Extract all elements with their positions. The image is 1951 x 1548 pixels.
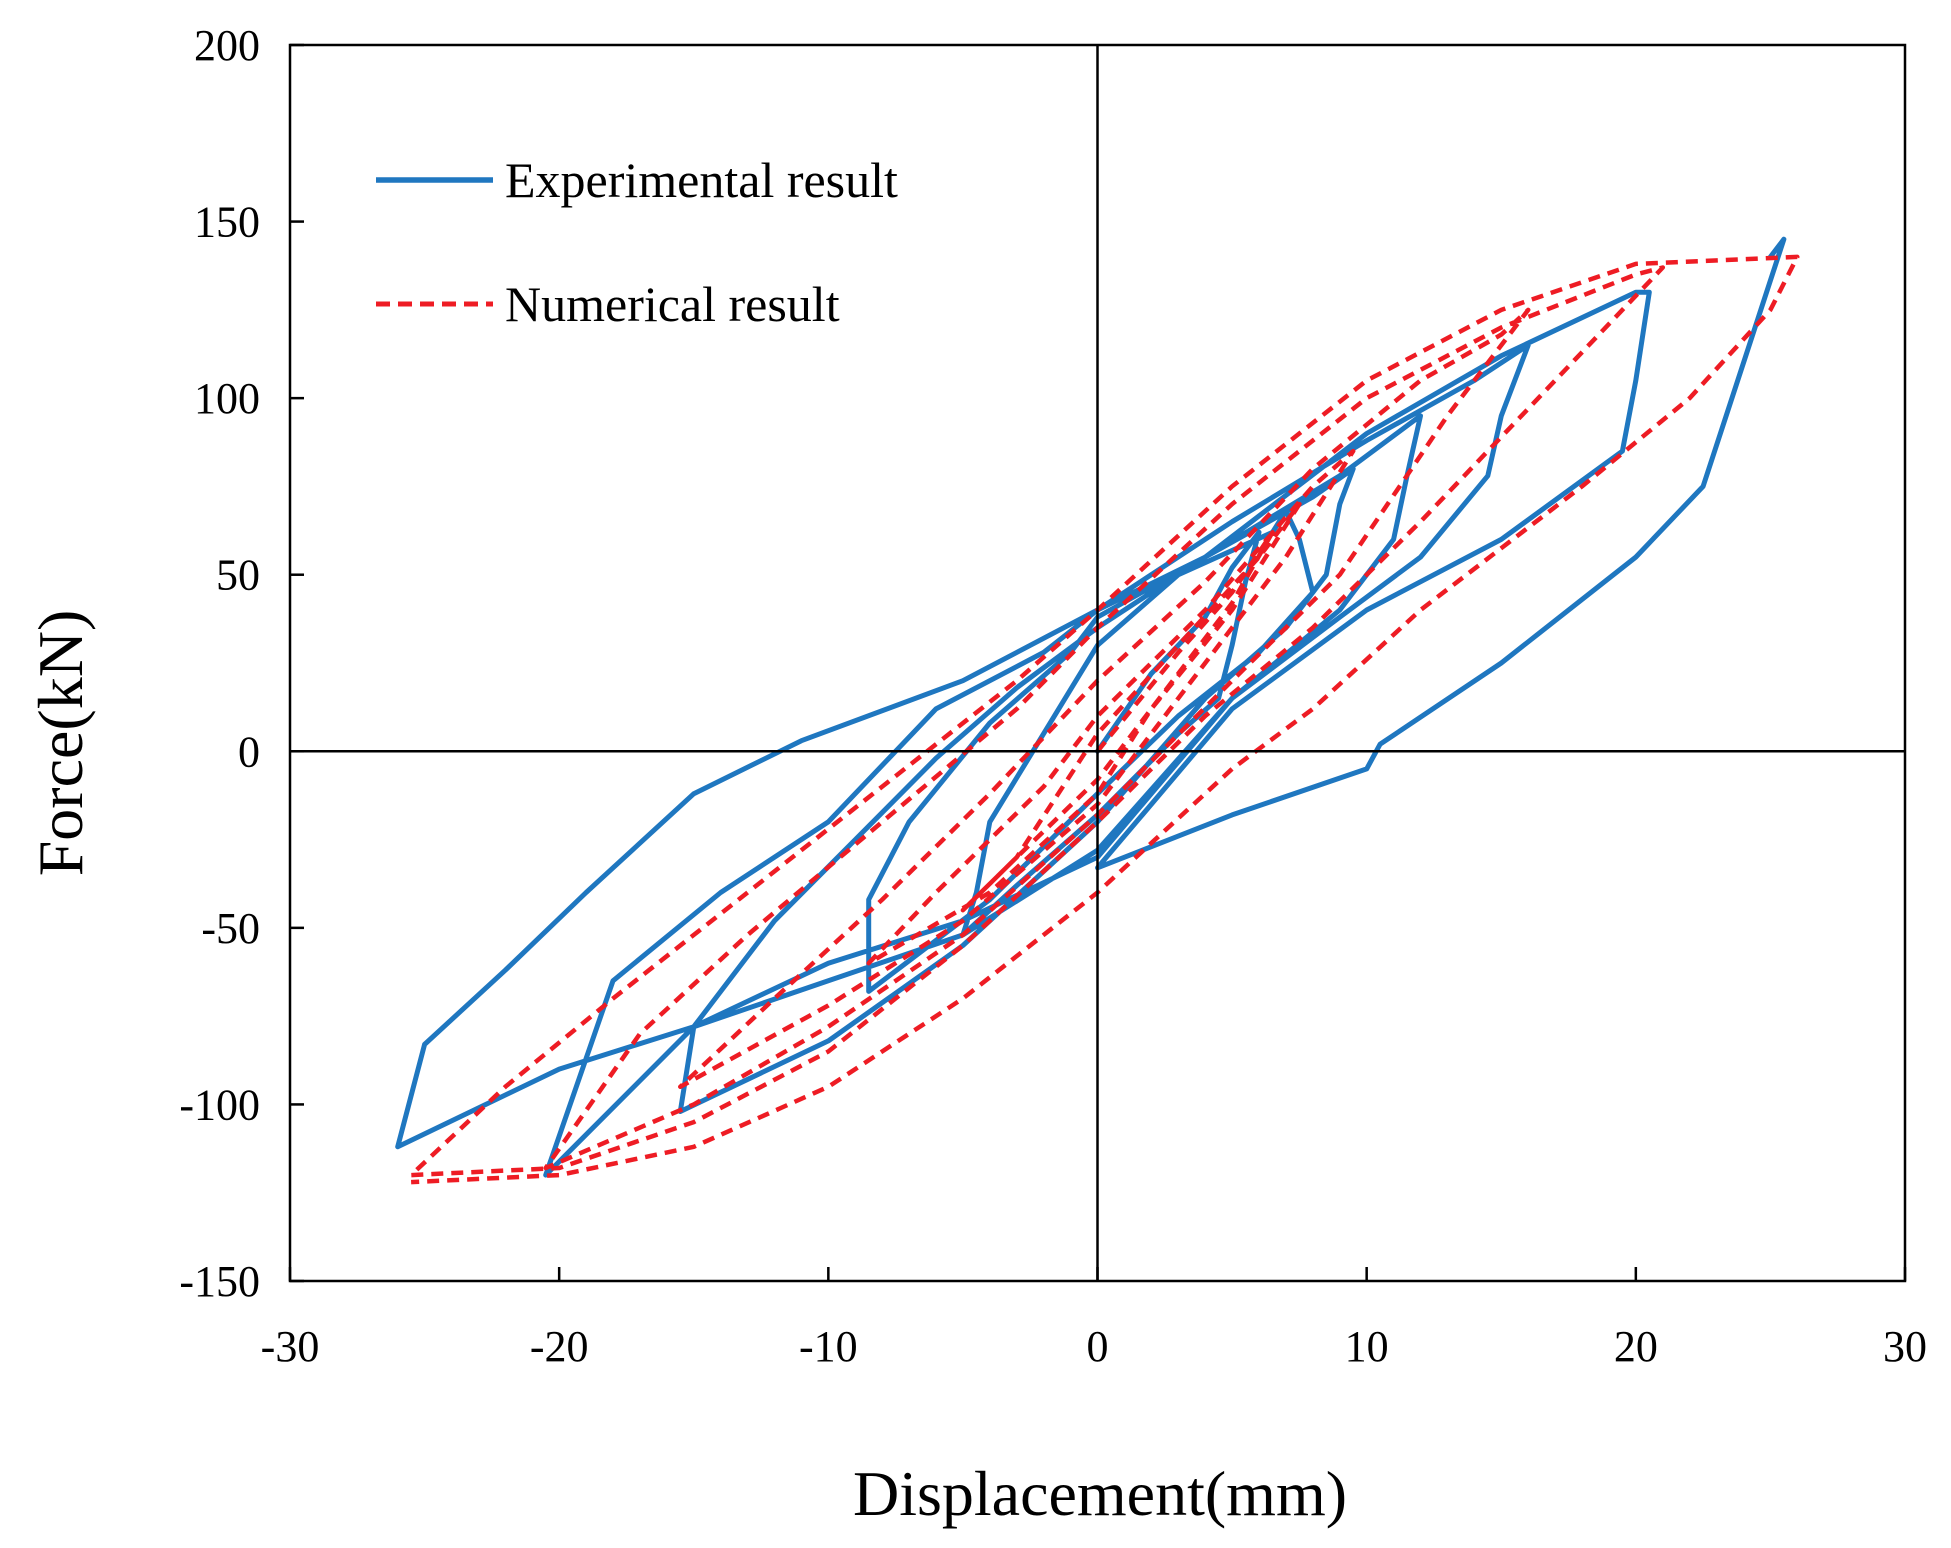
legend-label: Experimental result	[505, 152, 898, 208]
y-tick-label: 150	[194, 198, 260, 247]
x-tick-label: -30	[261, 1322, 320, 1371]
x-tick-label: 10	[1345, 1322, 1389, 1371]
x-axis-title: Displacement(mm)	[853, 1458, 1347, 1529]
series-line-numerical	[408, 254, 1800, 1185]
x-tick-label: -20	[530, 1322, 589, 1371]
y-tick-label: -100	[179, 1080, 260, 1129]
y-tick-label: 50	[216, 551, 260, 600]
series-layer	[395, 236, 1800, 1185]
y-tick-label: -150	[179, 1257, 260, 1306]
series-line-experimental	[395, 236, 1787, 1178]
legend-label: Numerical result	[505, 276, 840, 332]
y-tick-label: 100	[194, 374, 260, 423]
y-axis-title: Force(kN)	[25, 610, 96, 877]
legend: Experimental result Numerical result	[376, 152, 898, 332]
x-tick-label: -10	[799, 1322, 858, 1371]
x-tick-label: 20	[1614, 1322, 1658, 1371]
y-tick-label: -50	[201, 904, 260, 953]
y-tick-label: 200	[194, 21, 260, 70]
x-tick-label: 30	[1883, 1322, 1927, 1371]
y-tick-label: 0	[238, 727, 260, 776]
x-tick-label: 0	[1087, 1322, 1109, 1371]
axes-layer	[288, 43, 1907, 1283]
